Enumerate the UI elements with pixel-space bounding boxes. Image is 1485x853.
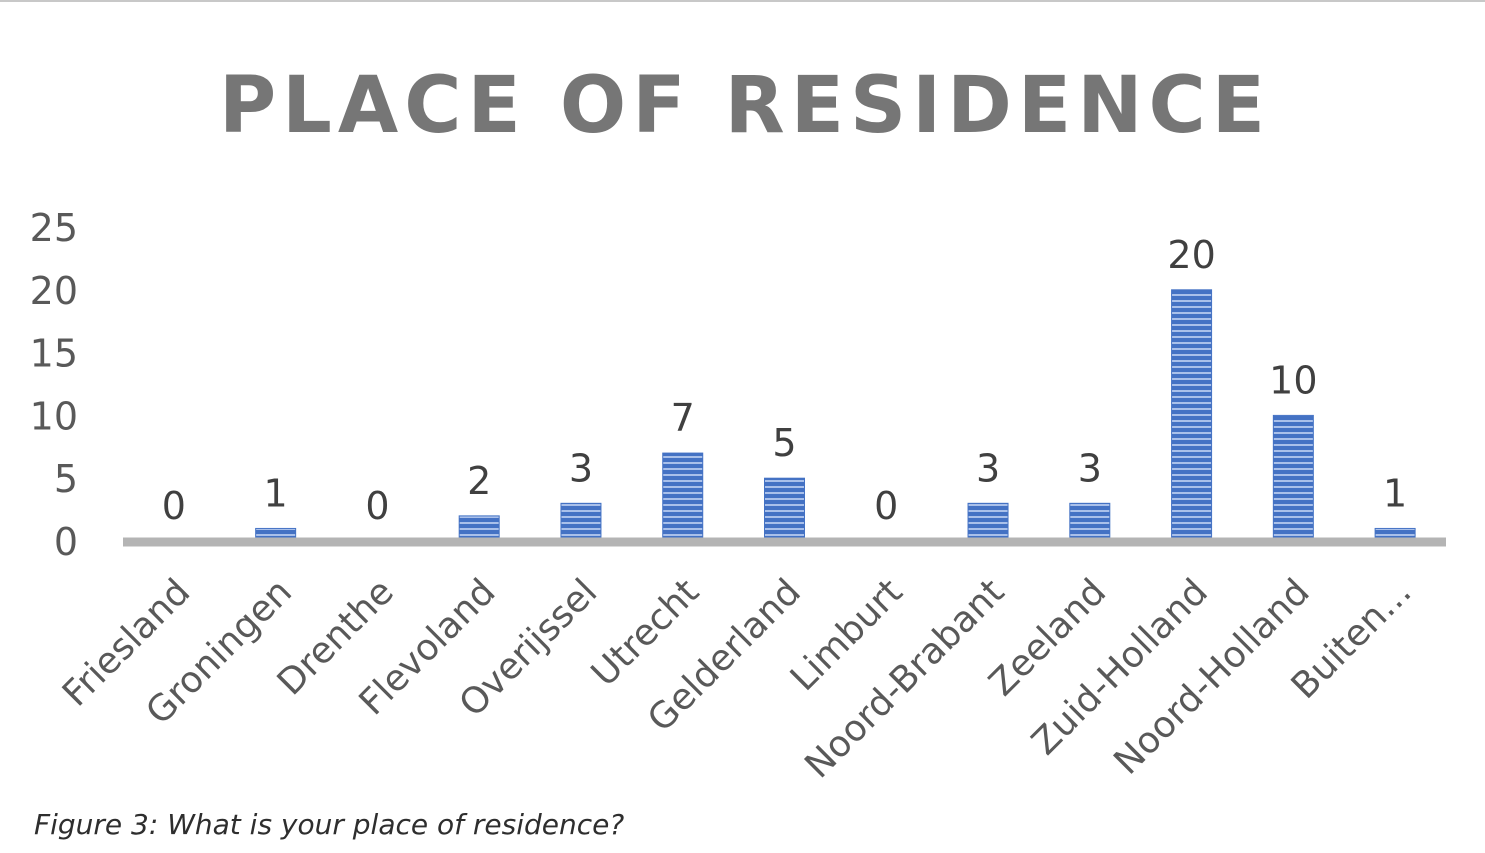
data-label: 5 bbox=[772, 421, 796, 465]
y-tick-label: 15 bbox=[30, 332, 78, 376]
data-label: 20 bbox=[1167, 233, 1215, 277]
y-tick-label: 10 bbox=[30, 394, 78, 438]
data-label: 1 bbox=[1383, 471, 1407, 515]
bar-zuid-holland bbox=[1171, 289, 1213, 542]
bar-gelderland bbox=[764, 477, 805, 542]
bar-zeeland bbox=[1069, 502, 1111, 542]
y-tick-label: 20 bbox=[30, 269, 78, 313]
data-label: 0 bbox=[365, 484, 389, 528]
bar-flevoland bbox=[458, 515, 500, 542]
figure-caption: Figure 3: What is your place of residenc… bbox=[34, 808, 625, 841]
chart-title: PLACE OF RESIDENCE bbox=[219, 61, 1271, 151]
y-tick-label: 25 bbox=[30, 206, 78, 250]
data-label: 10 bbox=[1269, 358, 1317, 402]
bars bbox=[255, 289, 1416, 542]
y-axis: 0 5 10 15 20 25 bbox=[30, 206, 78, 564]
data-label: 3 bbox=[976, 446, 1000, 490]
bar-utrecht bbox=[662, 452, 704, 542]
y-tick-label: 0 bbox=[54, 520, 78, 564]
data-label: 3 bbox=[1078, 446, 1102, 490]
data-label: 1 bbox=[264, 471, 288, 515]
data-label: 0 bbox=[874, 484, 898, 528]
data-label: 3 bbox=[569, 446, 593, 490]
bar-noord-holland bbox=[1272, 414, 1314, 542]
bar-overijssel bbox=[560, 502, 602, 542]
y-tick-label: 5 bbox=[54, 457, 78, 501]
data-label: 2 bbox=[467, 459, 491, 503]
data-label: 7 bbox=[671, 396, 695, 440]
x-axis: FrieslandGroningenDrentheFlevolandOverij… bbox=[55, 571, 1419, 786]
x-tick-label: Zuid-Holland bbox=[1024, 571, 1216, 763]
data-label: 0 bbox=[162, 484, 186, 528]
bar-noord-brabant bbox=[967, 502, 1009, 542]
